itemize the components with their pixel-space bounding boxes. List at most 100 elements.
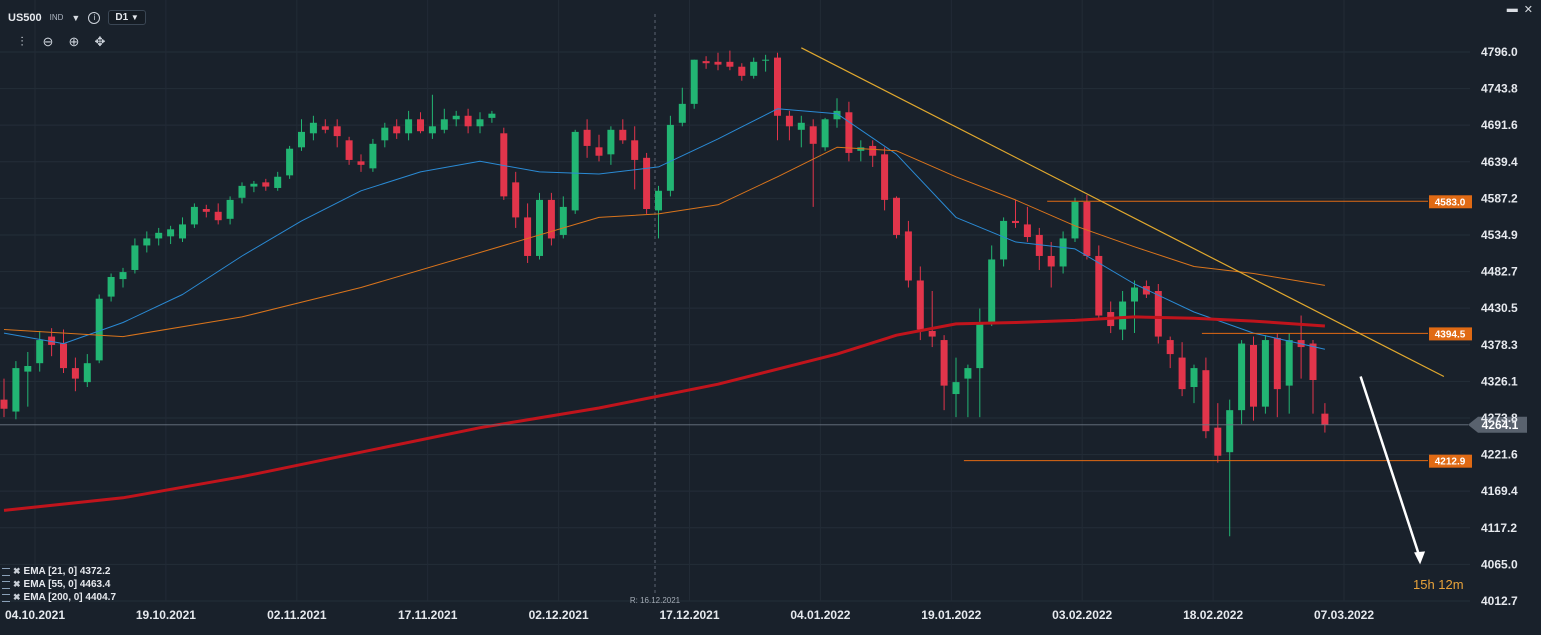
candle <box>274 171 282 191</box>
candle-body <box>702 61 710 64</box>
candle <box>928 291 936 348</box>
candle <box>1071 197 1079 242</box>
candle-body <box>1059 238 1067 267</box>
candle <box>190 203 198 228</box>
candle-body <box>357 161 365 165</box>
candle <box>547 192 555 246</box>
remove-indicator-icon[interactable]: ✖ <box>13 592 21 602</box>
info-icon[interactable]: i <box>88 11 101 24</box>
ema-line-200 <box>3 315 1326 512</box>
candle <box>845 101 853 162</box>
candle <box>904 220 912 288</box>
candle-body <box>1095 255 1103 316</box>
candle-body <box>345 140 353 160</box>
candle <box>1000 217 1008 267</box>
candle <box>988 245 996 327</box>
candle <box>821 117 829 151</box>
y-tick-label: 4743.8 <box>1481 82 1518 96</box>
candle <box>738 63 746 81</box>
candle <box>678 87 686 127</box>
close-icon[interactable]: ✕ <box>1523 4 1533 16</box>
candle-body <box>833 110 841 120</box>
candle-body <box>155 232 163 239</box>
candles-layer <box>0 50 1329 537</box>
candle <box>881 147 889 211</box>
candle-body <box>48 336 56 345</box>
candle-body <box>524 217 532 256</box>
indicator-settings-icon[interactable] <box>2 593 10 602</box>
candle-body <box>774 57 781 116</box>
candle-body <box>202 208 210 212</box>
remove-indicator-icon[interactable]: ✖ <box>13 566 21 576</box>
candle <box>869 140 877 167</box>
candle <box>619 119 627 144</box>
candle-body <box>36 340 44 364</box>
zoom-out-icon[interactable]: ⊖ <box>42 34 54 49</box>
remove-indicator-icon[interactable]: ✖ <box>13 579 21 589</box>
candle <box>595 134 603 162</box>
legend-item-ema200[interactable]: ✖ EMA [200, 0] 4404.7 <box>2 591 116 604</box>
indicator-settings-icon[interactable] <box>2 567 10 576</box>
candle-body <box>440 119 448 130</box>
candle <box>750 57 758 79</box>
candle-body <box>226 199 234 219</box>
candle-body <box>940 340 948 386</box>
candle-body <box>119 272 127 280</box>
axes-layer: 4796.0 4743.8 4691.6 4639.4 4587.2 4534.9 4482… <box>5 45 1518 622</box>
candle-body <box>976 322 984 369</box>
candle-body <box>1202 370 1210 432</box>
candle <box>143 231 151 253</box>
candle-body <box>1083 201 1091 256</box>
x-tick-label: 03.02.2022 <box>1052 608 1112 622</box>
candle <box>1250 336 1257 421</box>
candle <box>36 330 44 372</box>
candle <box>524 203 532 263</box>
level-price-label: 4212.9 <box>1435 457 1466 468</box>
candle-body <box>797 122 805 130</box>
candle-body <box>131 245 139 270</box>
symbol-label[interactable]: US500 <box>8 11 42 24</box>
candle <box>571 129 579 214</box>
candle-body <box>619 129 627 141</box>
timeframe-selector[interactable]: D1 ▼ <box>108 10 146 25</box>
y-tick-label: 4691.6 <box>1481 118 1518 132</box>
level-price-tag <box>1429 195 1472 209</box>
chart-type-icon[interactable]: ⫶ <box>20 34 24 49</box>
y-tick-label: 4430.5 <box>1481 301 1518 315</box>
y-tick-label: 4169.4 <box>1481 484 1518 498</box>
legend-item-ema21[interactable]: ✖ EMA [21, 0] 4372.2 <box>2 565 116 578</box>
candle-body <box>1226 410 1234 453</box>
crosshair-move-icon[interactable]: ✥ <box>94 34 106 49</box>
legend-item-ema55[interactable]: ✖ EMA [55, 0] 4463.4 <box>2 578 116 591</box>
y-tick-label: 4221.6 <box>1481 448 1518 462</box>
candle-body <box>452 115 460 120</box>
candle-body <box>809 126 817 144</box>
x-tick-label: 02.12.2021 <box>529 608 589 622</box>
candle-body <box>286 148 294 176</box>
candle-body <box>179 224 186 239</box>
candle-body <box>881 154 889 200</box>
candle-body <box>333 126 341 137</box>
ema-line-21 <box>3 108 1326 350</box>
current-price-tag <box>1468 416 1527 433</box>
candle <box>774 52 781 141</box>
candle <box>1083 194 1091 260</box>
maximize-icon[interactable]: ▬ <box>1506 3 1518 15</box>
indicator-settings-icon[interactable] <box>2 580 10 589</box>
zoom-in-icon[interactable]: ⊕ <box>68 34 80 49</box>
candle-body <box>83 363 91 383</box>
candle <box>559 196 567 239</box>
candle <box>762 54 770 72</box>
candle <box>464 108 472 134</box>
candle <box>155 227 163 246</box>
candle-body <box>583 129 591 146</box>
projection-arrow-line <box>1359 376 1422 559</box>
candle-body <box>571 131 579 211</box>
y-tick-label: 4378.3 <box>1481 338 1518 352</box>
candle-body <box>893 197 900 235</box>
candle-body <box>666 124 674 191</box>
candle-body <box>71 368 79 379</box>
candle <box>1012 199 1019 228</box>
chevron-down-icon[interactable]: ▼ <box>71 12 81 23</box>
